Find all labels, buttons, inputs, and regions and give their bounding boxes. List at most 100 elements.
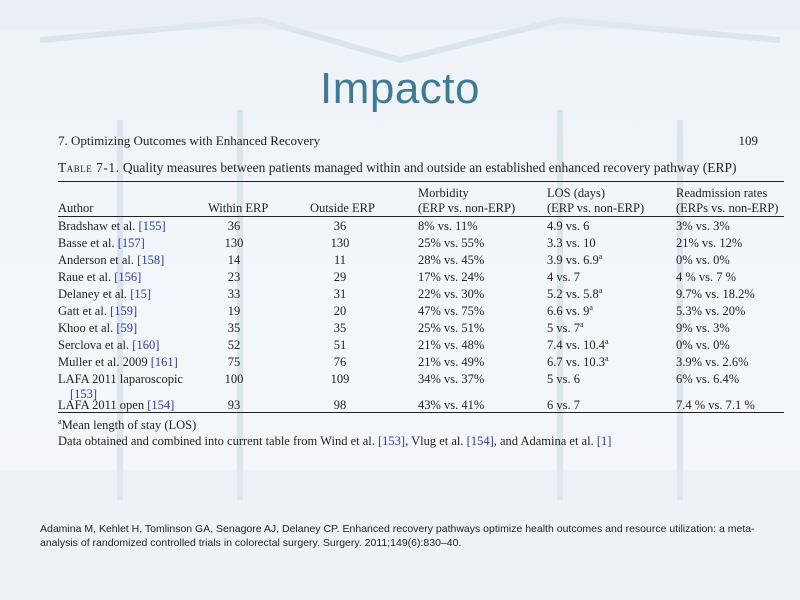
table-caption-text: Quality measures between patients manage… bbox=[122, 160, 737, 175]
los-value: 3.3 vs. 10 bbox=[547, 236, 596, 250]
los-value: 4 vs. 7 bbox=[547, 270, 580, 284]
author-name: Basse et al. bbox=[58, 236, 118, 250]
cell-outside-erp: 76 bbox=[333, 355, 347, 369]
author-name: LAFA 2011 open bbox=[58, 398, 148, 412]
cell-readmission: 21% vs. 12% bbox=[676, 236, 743, 250]
cell-author: Anderson et al. [158] bbox=[58, 253, 164, 268]
cell-los: 7.4 vs. 10.4a bbox=[547, 336, 609, 353]
footnote-text: Mean length of stay (LOS) bbox=[61, 418, 197, 432]
author-name: Muller et al. 2009 bbox=[58, 355, 151, 369]
reference-link[interactable]: [15] bbox=[130, 287, 152, 301]
reference-link[interactable]: [1] bbox=[596, 434, 612, 448]
cell-outside-erp: 31 bbox=[333, 287, 347, 301]
header-within-erp: Within ERP bbox=[208, 201, 269, 215]
author-name: Raue et al. bbox=[58, 270, 115, 284]
cell-los: 5 vs. 6 bbox=[547, 372, 580, 387]
data-note-text: , and Adamina et al. bbox=[493, 434, 597, 448]
cell-outside-erp: 36 bbox=[333, 219, 347, 233]
reference-link[interactable]: [156] bbox=[114, 270, 142, 284]
cell-readmission: 3% vs. 3% bbox=[676, 219, 730, 233]
cell-readmission: 9% vs. 3% bbox=[676, 321, 730, 335]
los-value: 5 vs. 7 bbox=[547, 321, 580, 335]
author-name: Khoo et al. bbox=[58, 321, 117, 335]
cell-readmission: 0% vs. 0% bbox=[676, 253, 730, 267]
slide-title: Impacto bbox=[319, 64, 480, 113]
cell-los: 4.9 vs. 6 bbox=[547, 219, 589, 234]
cell-readmission: 7.4 % vs. 7.1 % bbox=[676, 398, 755, 412]
cell-author: Muller et al. 2009 [161] bbox=[58, 355, 178, 370]
cell-within-erp: 93 bbox=[227, 398, 241, 412]
cell-outside-erp: 130 bbox=[330, 236, 350, 250]
page-number: 109 bbox=[738, 133, 759, 148]
cell-morbidity: 25% vs. 55% bbox=[418, 236, 485, 250]
footnote-marker: a bbox=[605, 336, 609, 346]
reference-link[interactable]: [161] bbox=[150, 355, 178, 369]
cell-author: Khoo et al. [59] bbox=[58, 321, 137, 336]
footnote-marker: a bbox=[605, 353, 609, 363]
table-top-rule bbox=[58, 181, 784, 182]
cell-outside-erp: 35 bbox=[333, 321, 347, 335]
footnote-marker: a bbox=[580, 319, 584, 329]
reference-link[interactable]: [154] bbox=[147, 398, 175, 412]
book-page-header: 7. Optimizing Outcomes with Enhanced Rec… bbox=[58, 133, 758, 151]
header-los-sub: (ERP vs. non-ERP) bbox=[547, 201, 645, 215]
cell-within-erp: 35 bbox=[227, 321, 241, 335]
cell-within-erp: 130 bbox=[224, 236, 244, 250]
los-value: 6.7 vs. 10.3 bbox=[547, 355, 605, 369]
cell-outside-erp: 109 bbox=[330, 372, 350, 386]
cell-los: 3.9 vs. 6.9a bbox=[547, 251, 603, 268]
reference-link[interactable]: [153] bbox=[70, 387, 98, 401]
reference-link[interactable]: [157] bbox=[117, 236, 145, 250]
reference-link[interactable]: [59] bbox=[116, 321, 138, 335]
table-label: Table 7-1. bbox=[58, 160, 120, 175]
header-author: Author bbox=[58, 201, 94, 215]
author-name: Bradshaw et al. bbox=[58, 219, 139, 233]
reference-link[interactable]: [159] bbox=[110, 304, 138, 318]
cell-author: LAFA 2011 open [154] bbox=[58, 398, 174, 413]
los-value: 6 vs. 7 bbox=[547, 398, 580, 412]
header-outside-erp: Outside ERP bbox=[310, 201, 375, 215]
cell-morbidity: 21% vs. 49% bbox=[418, 355, 485, 369]
reference-link[interactable]: [158] bbox=[137, 253, 165, 267]
cell-morbidity: 22% vs. 30% bbox=[418, 287, 485, 301]
reference-link[interactable]: [160] bbox=[132, 338, 160, 352]
cell-within-erp: 23 bbox=[227, 270, 241, 284]
cell-los: 6.7 vs. 10.3a bbox=[547, 353, 609, 370]
cell-author: Basse et al. [157] bbox=[58, 236, 145, 251]
footnote-marker: a bbox=[598, 251, 603, 261]
table-footnote: aMean length of stay (LOS) bbox=[58, 416, 197, 433]
cell-morbidity: 25% vs. 51% bbox=[418, 321, 485, 335]
cell-within-erp: 100 bbox=[224, 372, 244, 386]
header-los: LOS (days) bbox=[547, 186, 605, 200]
author-name: Anderson et al. bbox=[58, 253, 138, 267]
los-value: 6.6 vs. 9 bbox=[547, 304, 590, 318]
cell-author: Raue et al. [156] bbox=[58, 270, 141, 285]
cell-outside-erp: 51 bbox=[333, 338, 347, 352]
author-name: LAFA 2011 laparoscopic bbox=[58, 372, 183, 386]
los-value: 3.9 vs. 6.9 bbox=[547, 253, 599, 267]
reference-link[interactable]: [154] bbox=[466, 434, 494, 448]
header-readmission: Readmission rates bbox=[676, 186, 768, 200]
cell-outside-erp: 98 bbox=[333, 398, 347, 412]
cell-author-continued: [153] bbox=[70, 387, 97, 402]
cell-los: 6.6 vs. 9a bbox=[547, 302, 593, 319]
cell-within-erp: 33 bbox=[227, 287, 241, 301]
cell-morbidity: 34% vs. 37% bbox=[418, 372, 485, 386]
reference-link[interactable]: [155] bbox=[138, 219, 166, 233]
footnote-marker: a bbox=[589, 302, 593, 312]
cell-readmission: 5.3% vs. 20% bbox=[676, 304, 746, 318]
author-name: Delaney et al. bbox=[58, 287, 131, 301]
source-citation: Adamina M, Kehlet H, Tomlinson GA, Senag… bbox=[40, 523, 755, 549]
cell-author: Bradshaw et al. [155] bbox=[58, 219, 166, 234]
cell-los: 4 vs. 7 bbox=[547, 270, 580, 285]
footnote-marker: a bbox=[58, 416, 62, 426]
los-value: 4.9 vs. 6 bbox=[547, 219, 590, 233]
table-data-note: Data obtained and combined into current … bbox=[58, 434, 611, 449]
data-note-text: , Vlug et al. bbox=[405, 434, 467, 448]
cell-readmission: 4 % vs. 7 % bbox=[676, 270, 737, 284]
cell-outside-erp: 11 bbox=[333, 253, 347, 267]
reference-link[interactable]: [153] bbox=[378, 434, 406, 448]
cell-morbidity: 47% vs. 75% bbox=[418, 304, 485, 318]
cell-morbidity: 43% vs. 41% bbox=[418, 398, 485, 412]
header-morbidity: Morbidity bbox=[418, 186, 469, 200]
